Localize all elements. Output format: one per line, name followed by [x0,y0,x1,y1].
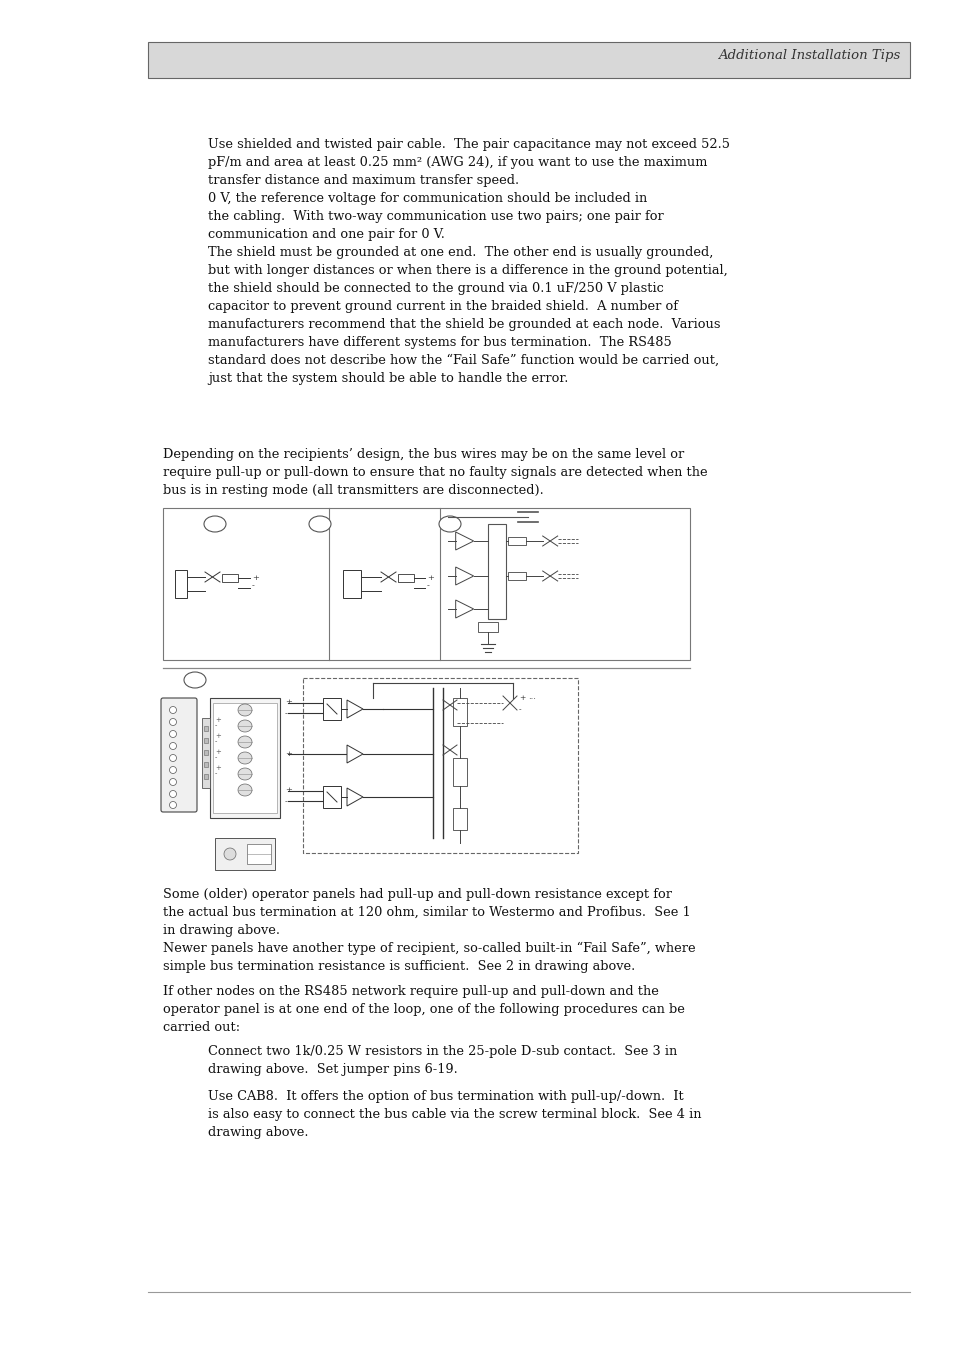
Polygon shape [347,701,363,718]
Ellipse shape [170,779,176,786]
FancyBboxPatch shape [161,698,196,811]
Bar [204,738,208,742]
Text: +: + [285,786,292,794]
Polygon shape [456,532,474,549]
Ellipse shape [438,516,460,532]
Bar [210,698,280,818]
Text: -: - [252,582,254,590]
Ellipse shape [237,736,252,748]
Text: +: + [214,764,220,772]
Text: -: - [214,722,217,730]
Ellipse shape [309,516,331,532]
Bar [507,537,525,545]
Ellipse shape [170,718,176,725]
Bar [477,622,497,632]
Bar [174,570,187,598]
Text: +: + [285,698,292,706]
Bar [247,844,271,864]
Bar [204,726,208,730]
Ellipse shape [224,848,235,860]
Bar [214,838,274,869]
Bar [204,774,208,779]
Ellipse shape [237,720,252,732]
Ellipse shape [237,752,252,764]
Text: Newer panels have another type of recipient, so-called built-in “Fail Safe”, whe: Newer panels have another type of recipi… [163,942,695,973]
Ellipse shape [184,672,206,688]
Ellipse shape [170,755,176,761]
Bar [163,508,689,660]
Bar [453,757,467,786]
Text: Use CAB8.  It offers the option of bus termination with pull-up/-down.  It
is al: Use CAB8. It offers the option of bus te… [208,1089,700,1139]
Text: If other nodes on the RS485 network require pull-up and pull-down and the
operat: If other nodes on the RS485 network requ… [163,986,684,1034]
Bar [148,42,909,78]
Bar [303,678,578,853]
Text: ...: ... [527,693,536,701]
Bar [204,761,208,767]
Bar [507,572,525,580]
Text: +: + [214,732,220,740]
Text: +: + [214,748,220,756]
Text: -: - [214,738,217,747]
Bar [213,703,276,813]
Ellipse shape [170,767,176,774]
Bar [323,786,340,809]
Text: -: - [214,755,217,761]
Text: -: - [285,710,288,718]
Ellipse shape [237,768,252,780]
Text: +: + [252,574,258,582]
Ellipse shape [170,706,176,714]
Ellipse shape [170,802,176,809]
Bar [397,574,414,582]
Bar [453,698,467,726]
Bar [487,524,505,620]
Text: Additional Installation Tips: Additional Installation Tips [717,49,899,62]
Text: Connect two 1k/0.25 W resistors in the 25-pole D-sub contact.  See 3 in
drawing : Connect two 1k/0.25 W resistors in the 2… [208,1045,677,1076]
Bar [222,574,237,582]
Ellipse shape [237,784,252,796]
Bar [453,809,467,830]
Ellipse shape [170,791,176,798]
Text: Some (older) operator panels had pull-up and pull-down resistance except for
the: Some (older) operator panels had pull-up… [163,888,690,937]
Text: -: - [427,582,430,590]
Polygon shape [347,788,363,806]
Polygon shape [456,599,474,618]
Text: +: + [518,694,525,702]
Ellipse shape [170,743,176,749]
Text: +: + [214,716,220,724]
Ellipse shape [170,730,176,737]
Text: +: + [427,574,434,582]
Text: Depending on the recipients’ design, the bus wires may be on the same level or
r: Depending on the recipients’ design, the… [163,448,707,497]
Text: -: - [285,798,288,806]
Text: Use shielded and twisted pair cable.  The pair capacitance may not exceed 52.5
p: Use shielded and twisted pair cable. The… [208,138,729,385]
Bar [323,698,340,720]
Bar [204,751,208,755]
Ellipse shape [204,516,226,532]
Polygon shape [347,745,363,763]
Text: -: - [214,769,217,778]
Bar [343,570,360,598]
Text: +: + [285,751,292,757]
Bar [202,718,210,788]
Ellipse shape [237,703,252,716]
Text: -: - [518,706,521,714]
Polygon shape [456,567,474,585]
